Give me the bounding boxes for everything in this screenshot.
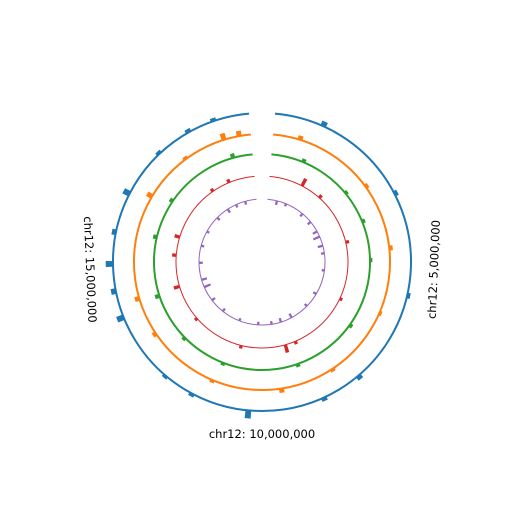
track-5-peak-26 <box>235 204 239 208</box>
tick-label-15mb: chr12: 15,000,000 <box>81 216 100 323</box>
track-5-peak-7 <box>317 244 324 249</box>
track-1-baseline <box>112 112 412 413</box>
track-5-baseline <box>198 198 326 326</box>
track-5-peak-24 <box>216 216 221 221</box>
track-3-peak-11 <box>168 197 174 203</box>
tick-label-10mb: chr12: 10,000,000 <box>209 427 315 441</box>
track-4-baseline <box>175 175 349 349</box>
track-5-peak-19 <box>203 283 212 289</box>
track-3-peak-12 <box>229 153 236 159</box>
track-2-peak-6 <box>279 388 285 393</box>
tracks-layer <box>105 112 412 419</box>
track-4-peak-11 <box>174 234 181 239</box>
track-4-peak-12 <box>209 187 215 193</box>
track-4-peak-1 <box>300 177 308 187</box>
track-5-peak-15 <box>256 321 260 325</box>
track-2 <box>133 130 393 393</box>
track-2-peak-1 <box>297 135 304 141</box>
track-5-peak-14 <box>269 321 273 325</box>
track-3 <box>152 153 373 371</box>
track-5-peak-18 <box>211 297 216 302</box>
tick-labels-layer: chr12: 5,000,000 chr12: 10,000,000 chr12… <box>81 216 443 441</box>
track-2-peak-10 <box>145 191 154 199</box>
track-2-peak-2 <box>364 182 370 189</box>
track-5-peak-25 <box>226 208 231 214</box>
track-5-peak-3 <box>299 212 304 218</box>
track-4-peak-13 <box>226 178 231 184</box>
track-5-peak-20 <box>201 277 208 282</box>
track-3-peak-9 <box>154 293 161 300</box>
track-1-peak-15 <box>184 127 192 134</box>
track-4-peak-9 <box>173 284 181 290</box>
track-5-peak-5 <box>312 230 318 235</box>
track-4-peak-10 <box>172 253 177 257</box>
track-3-peak-5 <box>348 323 354 329</box>
track-2-baseline <box>133 133 391 391</box>
track-3-peak-1 <box>301 158 307 164</box>
track-5-peak-8 <box>320 252 325 255</box>
track-5-peak-17 <box>221 307 226 313</box>
track-5-peak-10 <box>312 291 317 296</box>
track-5-peak-21 <box>199 261 203 265</box>
track-5-peak-16 <box>238 317 242 322</box>
track-5-peak-11 <box>303 303 308 308</box>
track-5-peak-12 <box>288 313 293 319</box>
track-3-peak-6 <box>295 363 301 368</box>
track-4-peak-4 <box>339 297 343 302</box>
track-5-peak-9 <box>321 268 325 272</box>
track-1-peak-1 <box>320 120 328 128</box>
track-3-peak-10 <box>152 234 158 240</box>
track-2-peak-9 <box>134 295 140 303</box>
track-2-peak-8 <box>151 331 158 338</box>
tick-label-5mb: chr12: 5,000,000 <box>425 220 443 320</box>
track-2-peak-3 <box>388 245 393 251</box>
track-1-peak-3 <box>406 292 411 300</box>
track-3-peak-4 <box>369 257 373 263</box>
track-1-peak-6 <box>244 410 252 419</box>
track-1-peak-8 <box>161 373 168 380</box>
track-1-peak-9 <box>116 314 125 323</box>
track-1-peak-16 <box>209 117 217 123</box>
track-5-peak-22 <box>200 244 205 248</box>
track-3-peak-7 <box>220 362 226 367</box>
track-3-peak-2 <box>344 189 349 195</box>
track-2-peak-5 <box>330 367 336 373</box>
track-1-peak-2 <box>393 189 399 197</box>
track-4-peak-6 <box>283 344 290 353</box>
track-1-peak-14 <box>155 149 162 156</box>
track-4-peak-3 <box>345 239 350 244</box>
track-1 <box>105 112 412 419</box>
track-1-peak-12 <box>111 228 117 236</box>
track-5-peak-4 <box>306 221 312 226</box>
track-5-peak-13 <box>278 317 283 323</box>
track-4-peak-5 <box>293 340 299 345</box>
track-5-peak-1 <box>274 200 279 206</box>
track-2-peak-13 <box>235 130 242 137</box>
track-3-peak-8 <box>181 336 187 342</box>
track-4-peak-7 <box>238 345 243 349</box>
track-4 <box>172 175 350 353</box>
track-1-peak-11 <box>105 261 114 268</box>
track-1-peak-10 <box>110 288 117 295</box>
track-5-peak-23 <box>206 230 210 234</box>
track-1-peak-7 <box>188 392 195 398</box>
track-5-peak-2 <box>283 203 288 207</box>
track-5 <box>198 198 326 326</box>
track-3-baseline <box>153 153 371 371</box>
track-5-peak-6 <box>312 235 321 241</box>
track-5-peak-27 <box>244 200 248 205</box>
track-4-peak-2 <box>318 194 323 199</box>
track-1-peak-13 <box>122 188 131 197</box>
track-2-peak-7 <box>209 379 215 384</box>
track-1-peak-5 <box>321 396 328 402</box>
track-2-peak-4 <box>378 310 383 317</box>
track-4-peak-8 <box>193 317 199 322</box>
track-3-peak-3 <box>361 218 366 224</box>
track-1-peak-4 <box>356 373 364 381</box>
track-2-peak-12 <box>219 132 227 141</box>
track-2-peak-11 <box>182 155 188 161</box>
